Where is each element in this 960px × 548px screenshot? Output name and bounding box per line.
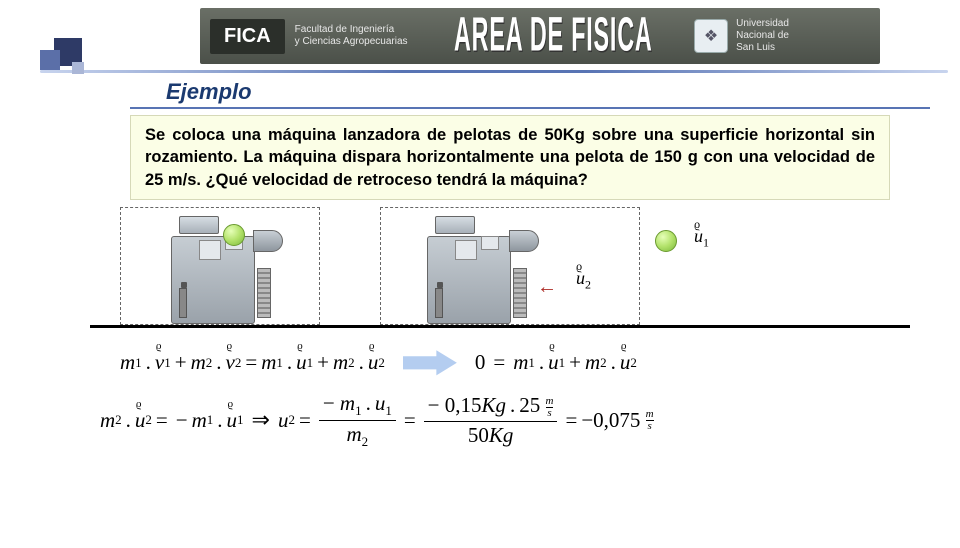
corner-decoration (40, 38, 80, 78)
university-shield-icon: ❖ (694, 19, 728, 53)
slide-header: FICA Facultad de Ingeniería y Ciencias A… (0, 8, 960, 73)
section-title: Ejemplo (166, 79, 960, 105)
momentum-conservation-equation: m1. ϱv1 + m2. ϱv2 = m1. ϱu1 + m2. ϱu2 0 … (120, 348, 960, 378)
area-title: AREA DE FISICA (454, 9, 653, 63)
velocity-u1-label: ϱu1 (694, 226, 709, 251)
recoil-arrow-icon: ← (537, 276, 557, 299)
fica-badge: FICA (210, 19, 285, 54)
physics-diagram: ϱu1 ← ϱu2 (100, 208, 900, 338)
symbolic-fraction: − m1.u1 m2 (319, 392, 396, 449)
equation-arrow-icon (403, 348, 457, 378)
ground-line (90, 325, 910, 328)
final-state-box: ϱu1 ← ϱu2 (380, 207, 640, 325)
university-name: Universidad Nacional de San Luis (736, 18, 789, 54)
machine-before (165, 216, 273, 324)
implies-symbol: ⇒ (252, 407, 270, 433)
velocity-u2-label: ϱu2 (576, 268, 591, 293)
solution-equation: m2. ϱu2 = − m1. ϱu1 ⇒ u2 = − m1.u1 m2 = … (100, 392, 960, 449)
institutional-banner: FICA Facultad de Ingeniería y Ciencias A… (200, 8, 880, 64)
problem-statement: Se coloca una máquina lanzadora de pelot… (130, 115, 890, 200)
initial-state-box (120, 207, 320, 325)
ball-flying (655, 230, 677, 252)
title-underline (130, 107, 930, 109)
machine-after (421, 216, 529, 324)
ball-on-machine (223, 224, 245, 246)
faculty-name: Facultad de Ingeniería y Ciencias Agrope… (295, 24, 408, 48)
numeric-fraction: − 0,15Kg.25 ms 50Kg (424, 394, 558, 446)
result-unit: ms (646, 409, 654, 432)
header-underline (40, 70, 948, 73)
